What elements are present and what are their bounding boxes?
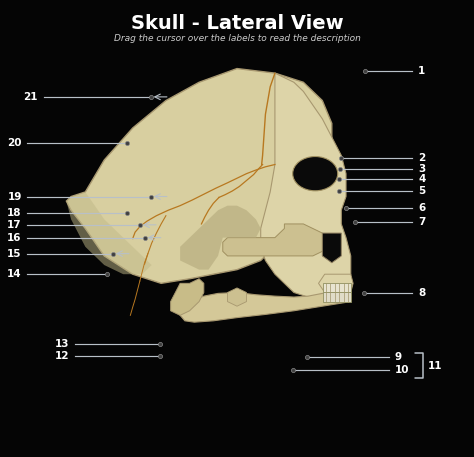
Text: Skull - Lateral View: Skull - Lateral View <box>131 14 343 33</box>
Text: 2: 2 <box>418 153 425 163</box>
Polygon shape <box>319 274 353 292</box>
Text: 13: 13 <box>55 339 69 349</box>
Polygon shape <box>323 292 351 302</box>
Text: 8: 8 <box>418 288 425 298</box>
Polygon shape <box>322 233 341 263</box>
Polygon shape <box>228 288 246 306</box>
Text: 7: 7 <box>418 217 426 227</box>
Text: 20: 20 <box>7 138 22 148</box>
Ellipse shape <box>293 157 337 191</box>
Polygon shape <box>180 206 261 270</box>
Text: 10: 10 <box>394 365 409 375</box>
Polygon shape <box>180 292 351 322</box>
Text: 1: 1 <box>418 66 425 76</box>
Text: 3: 3 <box>418 164 425 174</box>
Text: 6: 6 <box>418 203 425 213</box>
Text: 21: 21 <box>23 92 38 102</box>
Polygon shape <box>66 69 332 283</box>
Polygon shape <box>223 224 332 256</box>
Text: 9: 9 <box>394 352 401 362</box>
Text: 5: 5 <box>418 186 425 196</box>
Text: 17: 17 <box>7 220 22 230</box>
Text: 15: 15 <box>7 249 22 259</box>
Text: 11: 11 <box>428 361 442 371</box>
Polygon shape <box>66 192 152 274</box>
Polygon shape <box>171 279 204 315</box>
Polygon shape <box>261 73 351 302</box>
Polygon shape <box>323 283 351 292</box>
Text: 16: 16 <box>7 233 22 243</box>
Text: 18: 18 <box>7 207 22 218</box>
Text: 4: 4 <box>418 174 426 184</box>
Text: 14: 14 <box>7 269 22 279</box>
Text: 19: 19 <box>8 191 22 202</box>
Text: 12: 12 <box>55 351 69 361</box>
Text: Drag the cursor over the labels to read the description: Drag the cursor over the labels to read … <box>114 34 360 43</box>
